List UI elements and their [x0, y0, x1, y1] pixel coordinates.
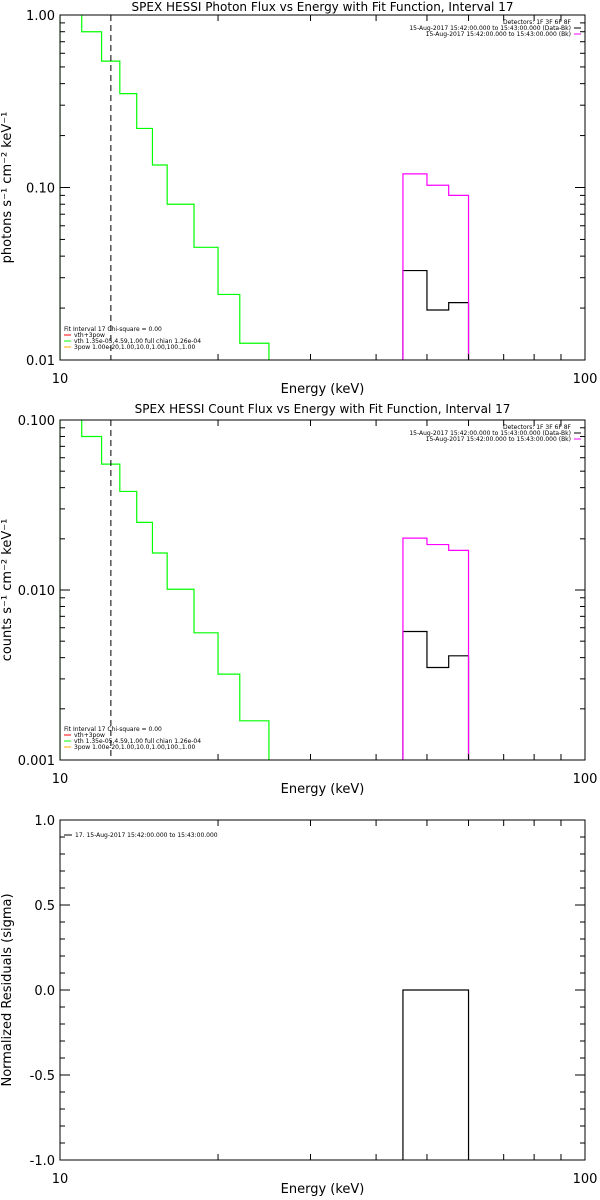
y-tick-label: 1.00 — [26, 9, 55, 24]
legend-entry: 17. 15-Aug-2017 15:42:00.000 to 15:43:00… — [75, 832, 218, 839]
y-tick-label: 0.01 — [26, 354, 55, 369]
y-tick-label: 0.0 — [34, 984, 55, 999]
series-bkg_sub — [402, 630, 470, 760]
series-bkg — [402, 537, 470, 760]
plot-area — [60, 420, 470, 760]
series-thermal — [60, 15, 270, 360]
legend-entry: Fit Interval 17 Chi-square = 0.00 — [64, 726, 162, 733]
y-tick-label: 0.100 — [18, 414, 55, 429]
legend-entry: 3pow 1.00e-20,1.00,10.0,1.00,100.,1.00 — [74, 744, 195, 751]
y-tick-label: 1.0 — [34, 814, 55, 829]
chart-panel-3: 10 100 1.0 0.5 0.0 -0.5 -1.0 Energy (keV) Normal… — [0, 814, 597, 1197]
series-bkg_sub — [402, 269, 470, 360]
legend-entry: 15-Aug-2017 15:42:00.000 to 15:43:00.000… — [426, 31, 571, 38]
y-tick-label: 0.5 — [34, 899, 55, 914]
legend-entry: 15-Aug-2017 15:42:00.000 to 15:43:00.000… — [409, 430, 571, 437]
legend-entry: vth 1.35e-05,4.59,1.00 full chian 1.26e-… — [74, 738, 201, 745]
x-axis-label: Energy (keV) — [281, 1182, 365, 1197]
x-tick-label: 10 — [52, 772, 69, 787]
legend-entry: 3pow 1.00e-20,1.00,10.0,1.00,100.,1.00 — [74, 344, 195, 351]
x-axis-label: Energy (keV) — [281, 782, 365, 797]
y-tick-label: 0.10 — [26, 182, 55, 197]
y-axis-label: Normalized Residuals (sigma) — [0, 893, 15, 1086]
chart-title: SPEX HESSI Count Flux vs Energy with Fit… — [135, 402, 511, 416]
legend-entry: 15-Aug-2017 15:42:00.000 to 15:43:00.000… — [426, 436, 571, 443]
legend-entry: Fit Interval 17 Chi-square = 0.00 — [64, 326, 162, 333]
y-tick-label: 0.001 — [18, 754, 55, 769]
x-tick-label: 10 — [52, 1172, 69, 1187]
legend-entry: vth+3pow — [74, 732, 105, 739]
series-thermal — [60, 420, 270, 760]
x-tick-label: 100 — [573, 372, 598, 387]
legend-entry: 15-Aug-2017 15:42:00.000 to 15:43:00.000… — [409, 25, 571, 32]
y-axis-label: photons s⁻¹ cm⁻² keV⁻¹ — [0, 112, 15, 264]
plot-area — [60, 15, 470, 360]
y-tick-label: 0.010 — [18, 584, 55, 599]
series-bkg — [402, 173, 470, 360]
chart-panel-2: 10 100 0.100 0.010 0.001 SPEX HESSI Count Flu… — [0, 402, 598, 797]
legend-entry: Detectors: 1F 3F 6F 8F — [503, 19, 572, 26]
legend-entry: vth+3pow — [74, 332, 105, 339]
legend-entry: vth 1.35e-05,4.59,1.00 full chian 1.26e-… — [74, 338, 201, 345]
axes-frame — [59, 419, 586, 761]
axes-frame — [59, 819, 586, 1161]
chart-panel-1: 10 100 1.00 0.10 0.01 SPEX HESSI Photon Flux … — [0, 0, 598, 397]
legend-entry: Detectors: 1F 3F 6F 8F — [503, 424, 572, 431]
x-axis-label: Energy (keV) — [281, 382, 365, 397]
y-axis-label: counts s⁻¹ cm⁻² keV⁻¹ — [0, 519, 15, 662]
x-tick-label: 100 — [573, 1172, 598, 1187]
chart-title: SPEX HESSI Photon Flux vs Energy with Fi… — [132, 0, 514, 14]
plot-area — [402, 989, 470, 1160]
x-tick-label: 10 — [52, 372, 69, 387]
y-tick-label: -1.0 — [30, 1154, 55, 1169]
series-residual — [402, 989, 470, 1160]
axes-frame — [59, 14, 586, 361]
x-tick-label: 100 — [573, 772, 598, 787]
y-tick-label: -0.5 — [30, 1069, 55, 1084]
